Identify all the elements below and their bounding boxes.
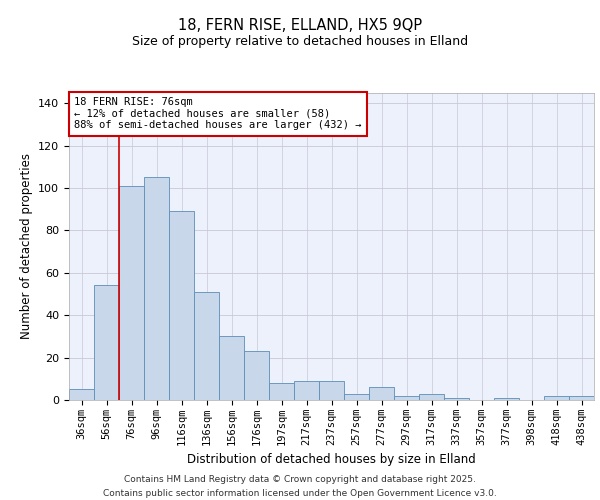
Bar	[344, 394, 369, 400]
Bar	[169, 212, 194, 400]
Y-axis label: Number of detached properties: Number of detached properties	[20, 153, 32, 339]
Text: 18 FERN RISE: 76sqm
← 12% of detached houses are smaller (58)
88% of semi-detach: 18 FERN RISE: 76sqm ← 12% of detached ho…	[74, 97, 362, 130]
Bar	[119, 186, 144, 400]
Bar	[294, 381, 319, 400]
Bar	[244, 351, 269, 400]
Bar	[94, 286, 119, 400]
Bar	[69, 390, 94, 400]
Bar	[144, 178, 169, 400]
Bar	[194, 292, 219, 400]
Text: Size of property relative to detached houses in Elland: Size of property relative to detached ho…	[132, 35, 468, 48]
Text: Contains HM Land Registry data © Crown copyright and database right 2025.
Contai: Contains HM Land Registry data © Crown c…	[103, 476, 497, 498]
Bar	[269, 383, 294, 400]
Bar	[394, 396, 419, 400]
Bar	[444, 398, 469, 400]
Bar	[319, 381, 344, 400]
Bar	[419, 394, 444, 400]
Bar	[569, 396, 594, 400]
Bar	[219, 336, 244, 400]
X-axis label: Distribution of detached houses by size in Elland: Distribution of detached houses by size …	[187, 454, 476, 466]
Bar	[544, 396, 569, 400]
Bar	[494, 398, 519, 400]
Bar	[369, 388, 394, 400]
Text: 18, FERN RISE, ELLAND, HX5 9QP: 18, FERN RISE, ELLAND, HX5 9QP	[178, 18, 422, 32]
